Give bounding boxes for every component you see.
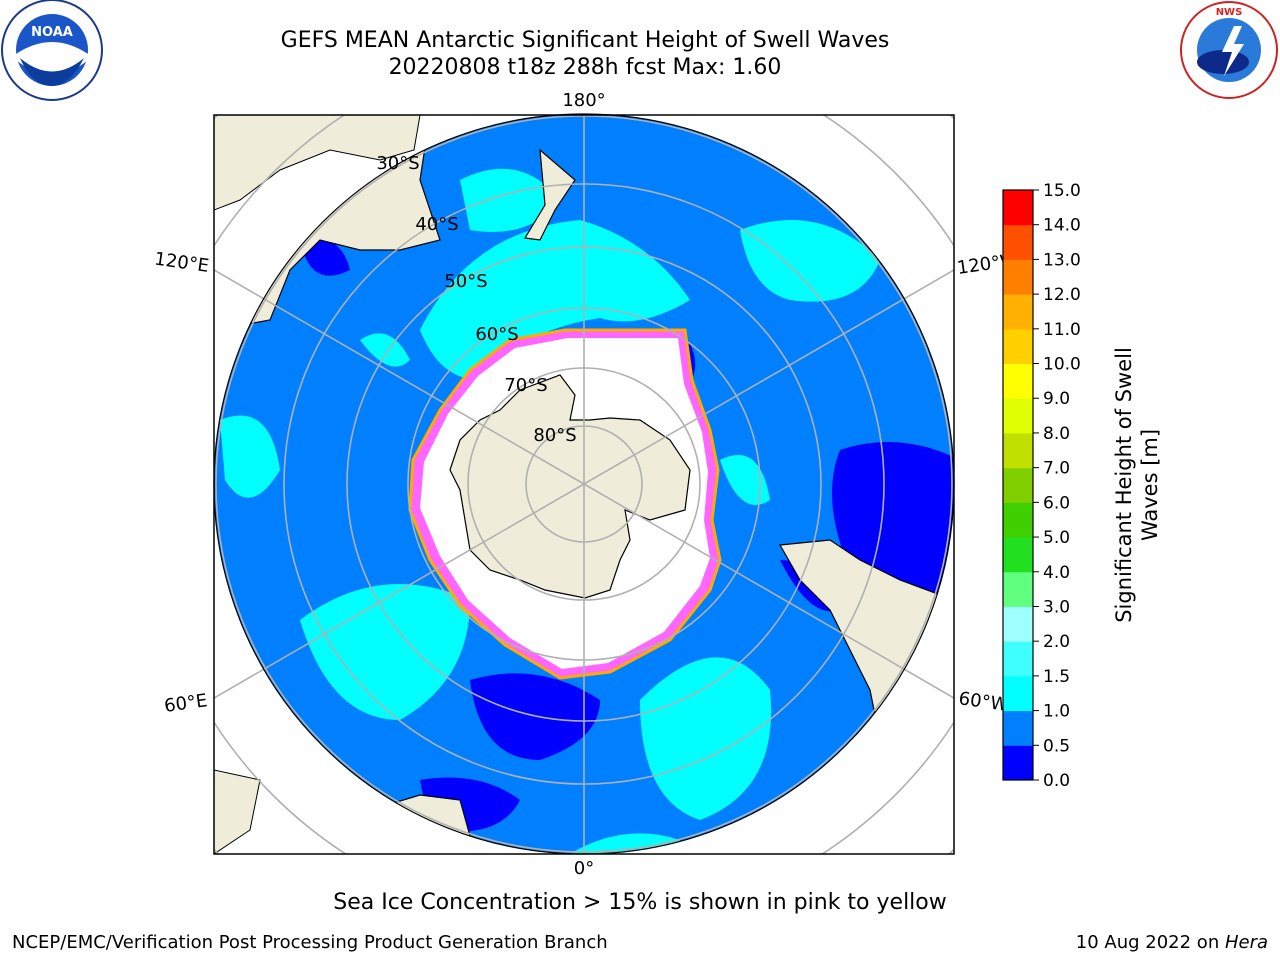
parallel-label-40s: 40°S xyxy=(415,214,458,235)
noaa-logo-text: NOAA xyxy=(31,25,73,40)
colorbar-band xyxy=(1003,502,1033,538)
colorbar-label-line2: Waves [m] xyxy=(1138,429,1162,541)
colorbar-band xyxy=(1003,432,1033,469)
antarctica-landmass xyxy=(449,374,691,599)
colorbar-frame xyxy=(1002,189,1034,781)
footer-date: 10 Aug 2022 on Hera xyxy=(1076,932,1268,953)
map-frame xyxy=(213,114,955,855)
colorbar-band xyxy=(1003,467,1033,503)
colorbar-tick-label: 8.0 xyxy=(1043,424,1070,444)
colorbar-tick-label: 12.0 xyxy=(1043,285,1081,305)
colorbar-band xyxy=(1003,328,1033,365)
footer-branch: NCEP/EMC/Verification Post Processing Pr… xyxy=(12,932,608,953)
parallel-label-50s: 50°S xyxy=(444,271,487,292)
colorbar-tick-label: 13.0 xyxy=(1043,250,1081,270)
colorbar-tick-label: 1.0 xyxy=(1043,702,1070,722)
colorbar-tick-label: 3.0 xyxy=(1043,597,1070,617)
colorbar: 0.0 0.5 1.0 1.5 2.0 3.0 4.0 5.0 6.0 7.0 8.0 9.0 10.0… xyxy=(1002,181,1081,791)
colorbar-tick-label: 0.5 xyxy=(1043,736,1070,756)
meridian-label-180: 180° xyxy=(562,90,605,111)
new-zealand-landmass xyxy=(524,148,576,241)
meridian-label-60e: 60°E xyxy=(163,690,209,717)
colorbar-band xyxy=(1003,675,1033,712)
noaa-logo: NOAA xyxy=(1,0,103,101)
colorbar-tick-label: 9.0 xyxy=(1043,389,1070,409)
colorbar-band xyxy=(1003,745,1033,781)
meridian-lines xyxy=(214,115,954,854)
colorbar-tick-label: 15.0 xyxy=(1043,181,1081,201)
colorbar-band xyxy=(1003,571,1033,607)
colorbar-tick-label: 10.0 xyxy=(1043,355,1081,375)
sea-ice-note: Sea Ice Concentration > 15% is shown in … xyxy=(333,890,947,915)
svg-text:NWS: NWS xyxy=(1216,7,1243,18)
colorbar-band xyxy=(1003,398,1033,434)
colorbar-tick-label: 4.0 xyxy=(1043,563,1070,583)
colorbar-band xyxy=(1003,363,1033,399)
swell-1p0-1p5-areas xyxy=(220,168,880,854)
colorbar-tick-label: 2.0 xyxy=(1043,632,1070,652)
colorbar-tick-label: 14.0 xyxy=(1043,216,1081,236)
colorbar-tick-label: 5.0 xyxy=(1043,528,1070,548)
footer-host: Hera xyxy=(1224,932,1268,953)
parallel-label-60s: 60°S xyxy=(475,324,518,345)
colorbar-label-line1: Significant Height of Swell xyxy=(1112,347,1136,623)
colorbar-band xyxy=(1003,224,1033,260)
africa-outer xyxy=(214,769,261,854)
colorbar-tick-label: 11.0 xyxy=(1043,320,1081,340)
parallel-label-70s: 70°S xyxy=(504,375,547,396)
chart-title: GEFS MEAN Antarctic Significant Height o… xyxy=(280,28,890,53)
colorbar-tick-label: 0.0 xyxy=(1043,771,1070,791)
colorbar-band xyxy=(1003,606,1033,642)
meridian-label-120e: 120°E xyxy=(153,249,210,277)
colorbar-band xyxy=(1003,294,1033,330)
colorbar-tick-label: 1.5 xyxy=(1043,667,1070,687)
nws-logo: NWS xyxy=(1180,1,1278,99)
chart-subtitle: 20220808 t18z 288h fcst Max: 1.60 xyxy=(388,55,782,80)
footer-date-text: 10 Aug 2022 on xyxy=(1075,932,1225,953)
colorbar-tick-label: 7.0 xyxy=(1043,459,1070,479)
parallel-label-30s: 30°S xyxy=(376,153,419,174)
colorbar-band xyxy=(1003,259,1033,295)
colorbar-tick-label: 6.0 xyxy=(1043,493,1070,513)
colorbar-band xyxy=(1003,641,1033,677)
colorbar-label: Significant Height of Swell Waves [m] xyxy=(1112,347,1162,623)
colorbar-band xyxy=(1003,710,1033,746)
colorbar-band xyxy=(1003,537,1033,573)
parallel-label-80s: 80°S xyxy=(533,425,576,446)
meridian-label-0: 0° xyxy=(574,858,594,879)
australia-outer xyxy=(214,115,421,211)
colorbar-band xyxy=(1003,190,1033,226)
